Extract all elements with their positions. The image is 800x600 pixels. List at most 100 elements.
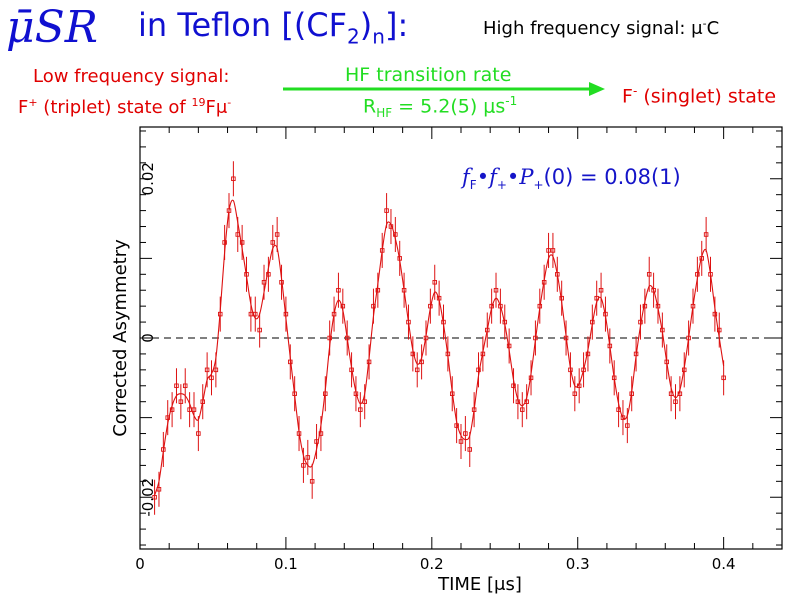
data-point (217, 296, 223, 332)
data-point (344, 320, 350, 356)
data-point (371, 288, 376, 324)
data-marker (305, 455, 311, 460)
data-point (309, 463, 315, 499)
data-marker (546, 248, 551, 253)
data-marker (209, 375, 214, 381)
data-point (463, 416, 468, 452)
data-marker (349, 367, 354, 373)
data-marker (152, 494, 157, 500)
data-marker (296, 431, 302, 436)
data-marker (187, 407, 192, 412)
data-point (493, 272, 499, 308)
data-marker (283, 311, 289, 317)
data-marker (594, 295, 599, 301)
polarization-annotation: fF•f+•P+(0) = 0.08(1) (462, 165, 681, 193)
y-tick-label: 0 (139, 333, 157, 343)
data-point (528, 360, 534, 396)
data-marker (581, 367, 586, 373)
data-point (292, 376, 297, 412)
data-marker (340, 303, 346, 309)
data-point (555, 256, 560, 292)
data-marker (419, 359, 424, 365)
data-marker (222, 240, 227, 245)
data-point (480, 336, 486, 372)
data-marker (673, 399, 678, 404)
data-marker (213, 367, 219, 373)
data-point (638, 304, 643, 340)
data-point (436, 280, 442, 316)
data-marker (541, 280, 547, 285)
data-marker (493, 287, 499, 293)
data-point (388, 209, 394, 245)
data-point (235, 216, 241, 253)
data-marker (266, 272, 271, 277)
data-point (296, 416, 302, 452)
data-marker (502, 319, 508, 325)
data-point (546, 232, 551, 268)
data-point (423, 320, 429, 356)
data-point (231, 161, 236, 197)
data-marker (638, 319, 643, 325)
data-marker (231, 176, 236, 182)
data-marker (498, 303, 503, 309)
data-marker (441, 319, 446, 325)
data-point (699, 240, 705, 276)
data-point (598, 272, 604, 308)
data-point (511, 368, 516, 404)
data-point (489, 288, 494, 324)
data-marker (485, 327, 490, 333)
data-marker (664, 359, 669, 365)
data-marker (476, 367, 481, 373)
data-point (646, 256, 652, 292)
data-point (323, 376, 328, 412)
data-marker (449, 391, 455, 396)
data-marker (686, 335, 691, 341)
data-marker (388, 224, 394, 229)
data-point (581, 352, 586, 388)
data-marker (248, 311, 254, 317)
data-point (410, 336, 416, 372)
data-marker (721, 375, 726, 381)
data-point (673, 384, 678, 420)
data-point (607, 328, 613, 364)
data-point (690, 288, 696, 324)
data-marker (379, 248, 385, 253)
data-marker (169, 407, 175, 412)
data-point (336, 272, 341, 308)
data-marker (423, 335, 429, 341)
data-point (563, 320, 569, 356)
hf-rate-label: RHF = 5.2(5) μs-1 (363, 94, 518, 121)
data-point (366, 344, 372, 380)
data-point (327, 320, 332, 356)
data-point (655, 288, 661, 324)
y-tick-label: -0.02 (139, 478, 157, 517)
data-marker (563, 335, 569, 341)
data-point (379, 232, 385, 268)
data-point (209, 360, 214, 396)
data-marker (708, 272, 713, 277)
data-point (239, 224, 245, 260)
data-marker (528, 375, 534, 381)
data-marker (261, 280, 267, 285)
data-point (585, 336, 591, 372)
data-point (191, 392, 197, 428)
data-marker (397, 256, 402, 261)
hf-transition-label: HF transition rate (345, 64, 512, 86)
x-tick-label: 0.3 (566, 555, 590, 573)
data-point (331, 296, 337, 332)
data-point (419, 344, 424, 380)
data-point (362, 384, 367, 420)
data-point (406, 304, 411, 340)
data-point (187, 392, 192, 428)
data-marker (161, 447, 166, 452)
data-marker (467, 447, 473, 452)
data-marker (331, 311, 337, 317)
data-marker (616, 407, 621, 412)
data-marker (358, 407, 363, 412)
data-marker (471, 407, 477, 412)
data-marker (590, 319, 595, 325)
data-marker (393, 232, 398, 237)
data-marker (533, 335, 538, 341)
data-point (222, 224, 227, 260)
data-point (471, 392, 477, 428)
